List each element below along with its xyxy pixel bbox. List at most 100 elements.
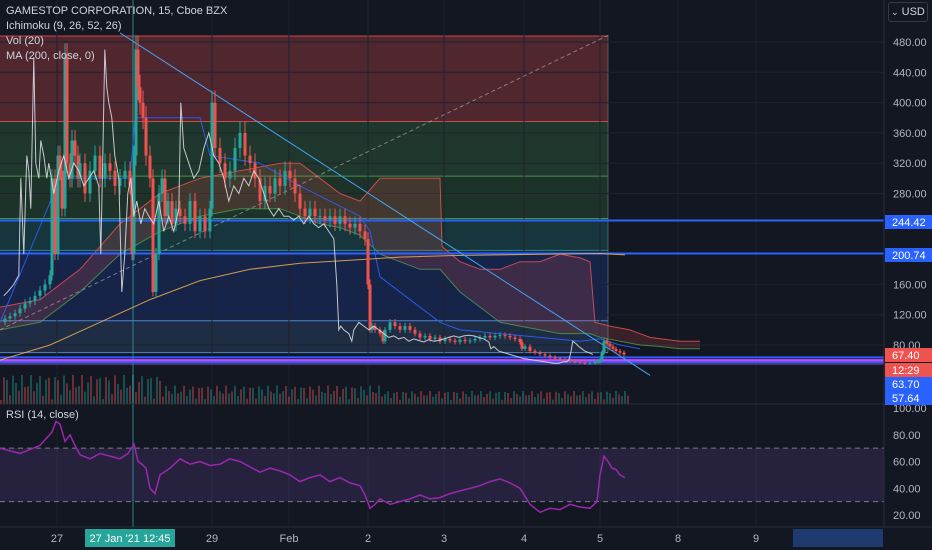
volume-bar bbox=[396, 391, 398, 404]
volume-bar bbox=[114, 375, 116, 404]
candle-body bbox=[283, 170, 287, 186]
candle-body bbox=[378, 329, 382, 334]
volume-bar bbox=[588, 393, 590, 404]
candle-body bbox=[134, 49, 138, 156]
volume-bar bbox=[18, 390, 20, 404]
indicator-volume[interactable]: Vol (20) bbox=[6, 35, 44, 47]
volume-bar bbox=[144, 396, 146, 404]
candle-body bbox=[141, 102, 145, 118]
volume-bar bbox=[213, 396, 215, 404]
volume-bar bbox=[336, 385, 338, 404]
volume-bar bbox=[222, 393, 224, 404]
candle-body bbox=[602, 341, 606, 353]
currency-selector[interactable]: ⌄ USD bbox=[888, 2, 928, 22]
volume-bar bbox=[297, 399, 299, 404]
crosshair-time-label: 27 Jan '21 12:45 bbox=[89, 533, 170, 545]
candle-body bbox=[78, 163, 82, 179]
price-tick-label: 440.00 bbox=[893, 67, 927, 79]
volume-bar bbox=[288, 396, 290, 404]
volume-bar bbox=[141, 376, 143, 404]
volume-bar bbox=[234, 385, 236, 404]
candle-body bbox=[56, 155, 60, 255]
indicator-ma[interactable]: MA (200, close, 0) bbox=[6, 50, 95, 62]
rsi-title[interactable]: RSI (14, close) bbox=[6, 409, 79, 421]
crosshair-time-box bbox=[85, 529, 175, 547]
candle-body bbox=[228, 170, 232, 179]
candle-body bbox=[248, 155, 252, 164]
candle-body bbox=[518, 338, 522, 342]
trendline-dashed bbox=[0, 33, 611, 331]
volume-bar bbox=[276, 385, 278, 404]
candle-body bbox=[93, 155, 97, 171]
candle-body bbox=[8, 316, 12, 319]
candle-body bbox=[408, 326, 412, 330]
volume-bar bbox=[306, 398, 308, 404]
volume-bar bbox=[444, 392, 446, 404]
volume-bar bbox=[528, 395, 530, 404]
candle-body bbox=[130, 185, 134, 255]
volume-bar bbox=[465, 393, 467, 404]
time-tick-label: 3 bbox=[441, 533, 447, 545]
volume-bar bbox=[438, 391, 440, 404]
candle-body bbox=[23, 303, 27, 309]
volume-bar bbox=[480, 391, 482, 404]
volume-bar bbox=[120, 389, 122, 404]
candle-body bbox=[132, 155, 136, 255]
price-label-text: 57.64 bbox=[892, 393, 920, 405]
price-label-text: 12:29 bbox=[892, 365, 920, 377]
currency-label: USD bbox=[901, 6, 925, 18]
candle-body bbox=[160, 178, 164, 194]
volume-bar bbox=[339, 396, 341, 404]
volume-bar bbox=[558, 393, 560, 404]
volume-bar bbox=[348, 399, 350, 404]
price-label-box bbox=[885, 391, 932, 405]
volume-bar bbox=[501, 399, 503, 404]
symbol-title[interactable]: GAMESTOP CORPORATION, 15, Cboe BZX bbox=[6, 5, 228, 17]
volume-bar bbox=[183, 385, 185, 404]
candle-body bbox=[278, 178, 282, 186]
volume-bar bbox=[147, 379, 149, 404]
volume-bar bbox=[219, 391, 221, 404]
candle-body bbox=[528, 346, 532, 352]
price-tick-label: 160.00 bbox=[893, 279, 927, 291]
rsi-tick-label: 20.00 bbox=[893, 510, 921, 522]
candle-body bbox=[163, 178, 167, 217]
volume-bar bbox=[525, 395, 527, 404]
candle-body bbox=[83, 163, 87, 194]
volume-bar bbox=[264, 395, 266, 404]
volume-bar bbox=[597, 392, 599, 404]
volume-bar bbox=[432, 396, 434, 404]
candle-body bbox=[303, 208, 307, 217]
candle-body bbox=[513, 337, 517, 339]
volume-bar bbox=[474, 395, 476, 404]
volume-bar bbox=[186, 395, 188, 404]
time-tick-label: 29 bbox=[206, 533, 218, 545]
volume-bar bbox=[159, 380, 161, 404]
candle-body bbox=[98, 155, 102, 179]
volume-bar bbox=[303, 387, 305, 404]
price-label-text: 200.74 bbox=[892, 250, 926, 262]
volume-bar bbox=[75, 387, 77, 404]
candle-body bbox=[373, 326, 377, 330]
volume-bar bbox=[570, 396, 572, 404]
volume-bar bbox=[417, 396, 419, 404]
volume-bar bbox=[231, 391, 233, 404]
volume-bar bbox=[423, 395, 425, 404]
indicator-ichimoku[interactable]: Ichimoku (9, 26, 52, 26) bbox=[6, 20, 122, 32]
volume-bar bbox=[333, 390, 335, 404]
volume-bar bbox=[258, 386, 260, 404]
price-tick-label: 360.00 bbox=[893, 128, 927, 140]
candle-body bbox=[323, 216, 327, 221]
candle-body bbox=[273, 178, 277, 194]
candle-body bbox=[448, 338, 452, 341]
volume-bar bbox=[3, 377, 5, 404]
candle-body bbox=[333, 216, 337, 224]
candle-body bbox=[498, 335, 502, 337]
volume-bar bbox=[393, 392, 395, 404]
volume-bar bbox=[351, 387, 353, 404]
volume-bar bbox=[429, 391, 431, 404]
volume-bar bbox=[435, 394, 437, 404]
rsi-line bbox=[0, 420, 626, 514]
time-tick-label: 9 bbox=[753, 533, 759, 545]
